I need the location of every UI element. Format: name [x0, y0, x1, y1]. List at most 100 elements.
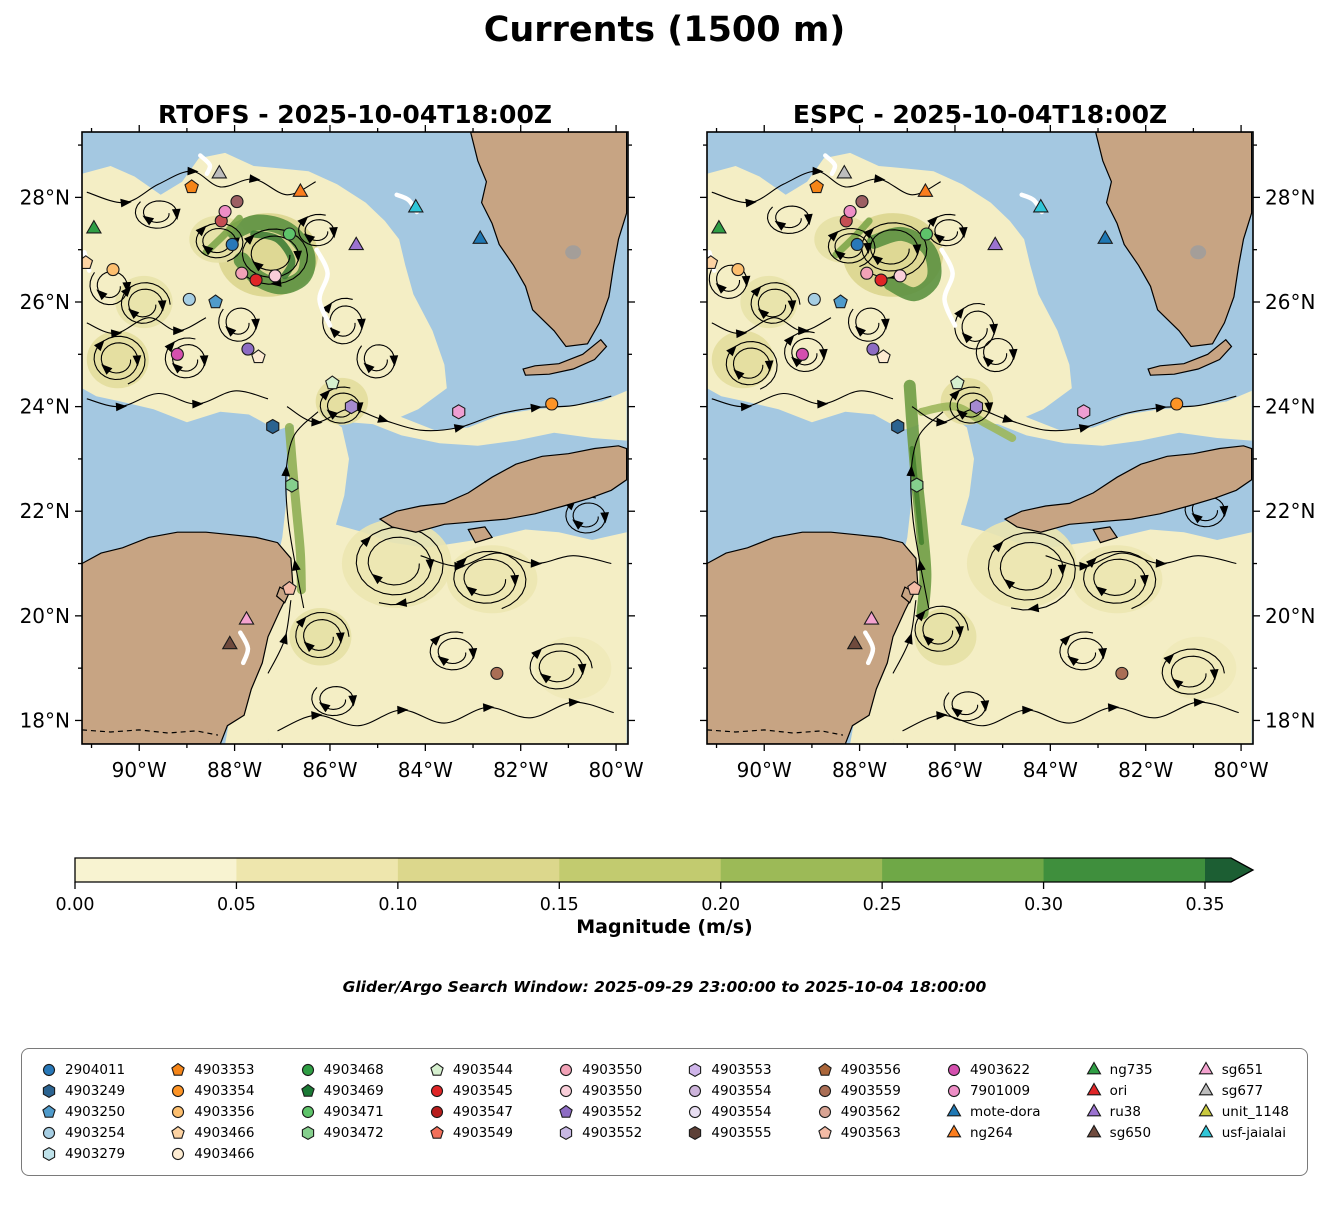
flow-arrow — [804, 213, 813, 226]
legend-item: 4903471 — [299, 1101, 384, 1122]
legend-label: sg650 — [1109, 1124, 1152, 1141]
triangle-marker-icon — [1198, 1123, 1214, 1137]
streamline — [949, 386, 991, 424]
glider-marker — [407, 198, 424, 213]
legend-marker — [559, 1125, 573, 1140]
flow-arrow — [955, 626, 964, 638]
legend-item: 4903550 — [557, 1059, 642, 1080]
legend-label: 4903279 — [65, 1145, 126, 1162]
flow-arrow — [329, 327, 341, 339]
legend-marker — [42, 1063, 56, 1076]
legend-item: 4903545 — [428, 1080, 513, 1101]
flow-arrow — [225, 326, 237, 337]
flow-arrow — [101, 364, 113, 375]
legend-item: 4903550 — [557, 1080, 642, 1101]
y-tick-label: 24°N — [20, 395, 70, 419]
glider-marker — [987, 236, 1004, 251]
legend-item: 4903552 — [557, 1101, 642, 1122]
panel-title-rtofs: RTOFS - 2025-10-04T18:00Z — [158, 100, 552, 129]
legend-item: 4903562 — [816, 1101, 901, 1122]
streamline — [319, 386, 361, 424]
legend-item: 4903555 — [686, 1122, 772, 1143]
flow-arrow — [881, 318, 890, 330]
legend-item: 4903549 — [428, 1122, 513, 1143]
x-tick-label: 90°W — [112, 758, 167, 782]
flow-arrow — [750, 285, 762, 297]
hexagon-marker-icon — [689, 1062, 702, 1077]
land — [1003, 445, 1253, 533]
pentagon-marker-icon — [430, 1125, 444, 1139]
flow-arrow — [1098, 648, 1107, 660]
hexagon-marker-icon — [42, 1083, 56, 1098]
flow-arrow — [430, 634, 441, 646]
legend-marker — [947, 1063, 961, 1076]
glider-marker — [846, 635, 863, 650]
flow-arrow — [1079, 561, 1091, 571]
flow-arrow — [791, 356, 803, 368]
flow-arrow — [951, 707, 963, 718]
glider-marker — [836, 164, 853, 179]
dashed-boundary — [82, 729, 219, 736]
flow-arrow — [854, 326, 866, 337]
legend-label: 4903469 — [323, 1082, 384, 1099]
float-marker — [182, 292, 196, 306]
flow-arrow — [745, 198, 757, 208]
legend-column: 2904011 4903249 4903250 4903254 4903279 — [40, 1059, 125, 1165]
legend-label: 4903622 — [969, 1061, 1031, 1078]
flow-arrow — [530, 403, 542, 413]
y-tick-label: 18°N — [20, 708, 70, 732]
streamline — [356, 344, 396, 379]
triangle-marker-icon — [1086, 1102, 1102, 1116]
legend-label: ng735 — [1109, 1061, 1153, 1078]
legend-label: 4903562 — [840, 1103, 901, 1120]
magnitude-streak — [284, 423, 306, 595]
streamline — [565, 496, 607, 534]
legend-item: 4903563 — [816, 1122, 901, 1143]
land — [378, 445, 628, 533]
triangle-marker-icon — [946, 1123, 962, 1137]
legend-marker — [559, 1104, 573, 1118]
flow-arrow — [142, 215, 155, 226]
colorbar-tick-label: 0.25 — [863, 895, 902, 915]
colorbar-tick-label: 0.20 — [701, 895, 740, 915]
float-marker — [282, 580, 297, 595]
colorbar-arrow — [1231, 858, 1253, 882]
glider-marker — [1032, 198, 1049, 213]
legend-item: sg650 — [1085, 1122, 1153, 1143]
flow-arrow — [377, 414, 389, 423]
legend-label: 4903552 — [582, 1103, 643, 1120]
hexagon-marker-icon — [689, 1125, 702, 1140]
flow-arrow — [863, 242, 872, 254]
glider-track — [823, 153, 838, 177]
x-tick-label: 82°W — [493, 758, 548, 782]
lake-okeechobee — [565, 245, 582, 260]
circle-marker-icon — [947, 1084, 961, 1097]
legend-item: 4903466 — [169, 1143, 254, 1164]
flow-arrow — [202, 244, 214, 256]
streamline — [711, 317, 832, 334]
flow-arrow — [348, 695, 357, 707]
land — [522, 338, 608, 376]
flow-arrow — [468, 648, 478, 660]
flow-arrow — [817, 399, 829, 409]
hexagon-marker-icon — [559, 1125, 573, 1140]
flow-arrow — [915, 610, 926, 622]
legend-marker — [1198, 1102, 1214, 1116]
y-tick-label: 18°N — [1265, 708, 1315, 732]
legend-marker — [42, 1126, 56, 1139]
legend-label: 4903556 — [840, 1061, 901, 1078]
float-marker — [891, 418, 905, 435]
map-group: 90°W 88°W 86°W 84°W 82°W 80°W 28°N 26°N 24°N 22°N… — [20, 125, 644, 782]
legend-marker — [301, 1063, 314, 1076]
y-tick-label: 26°N — [20, 290, 70, 314]
legend-label: ng264 — [969, 1124, 1013, 1141]
streamlines-layer — [708, 166, 1239, 732]
legend-label: 4903354 — [194, 1082, 255, 1099]
streamline — [311, 686, 355, 717]
legend-item: 7901009 — [945, 1080, 1041, 1101]
streamline — [847, 307, 887, 342]
circle-marker-icon — [42, 1126, 56, 1139]
flow-arrow — [992, 541, 1004, 553]
flow-arrow — [329, 227, 338, 239]
flow-arrow — [395, 598, 408, 607]
